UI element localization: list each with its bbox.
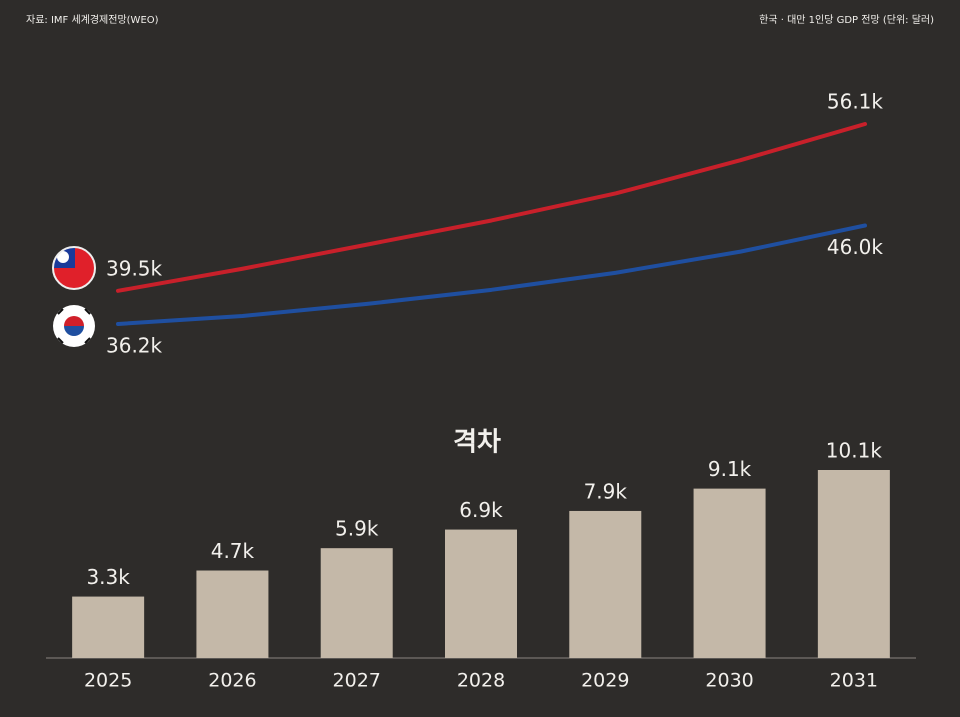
- source: 자료: IMF 세계경제전망(WEO): [26, 13, 159, 26]
- value-label: 10.1k: [826, 439, 883, 463]
- bar: [817, 470, 890, 658]
- value-label: 6.9k: [459, 498, 503, 522]
- x-tick-label: 2026: [208, 670, 256, 692]
- bar: [693, 488, 766, 658]
- line: [116, 122, 867, 293]
- value-label: 9.1k: [708, 457, 752, 481]
- value-label: 4.7k: [211, 539, 255, 563]
- value-label: 39.5k: [106, 256, 163, 280]
- header-title: 한국 · 대만 1인당 GDP 전망 (단위: 달러): [759, 13, 934, 26]
- taiwan-flag: [52, 246, 96, 290]
- x-tick-label: 2025: [84, 670, 132, 692]
- line: [116, 223, 867, 326]
- x-tick-label: 2030: [705, 670, 753, 692]
- bar: [445, 529, 517, 658]
- x-tick-label: 2029: [581, 670, 629, 692]
- bar: [72, 596, 145, 658]
- bar-title: 격차: [453, 428, 501, 458]
- x-tick-label: 2027: [333, 670, 381, 692]
- value-label: 3.3k: [86, 565, 130, 589]
- bar: [320, 548, 393, 658]
- x-tick-label: 2028: [457, 670, 505, 692]
- value-label: 7.9k: [584, 479, 628, 503]
- value-label: 36.2k: [106, 334, 163, 358]
- bar: [196, 570, 269, 658]
- value-label: 46.0k: [827, 235, 884, 259]
- value-label: 56.1k: [827, 90, 884, 114]
- korea-flag: [53, 305, 95, 347]
- value-label: 5.9k: [335, 517, 379, 541]
- x-tick-label: 2031: [830, 670, 878, 692]
- bar: [569, 510, 642, 658]
